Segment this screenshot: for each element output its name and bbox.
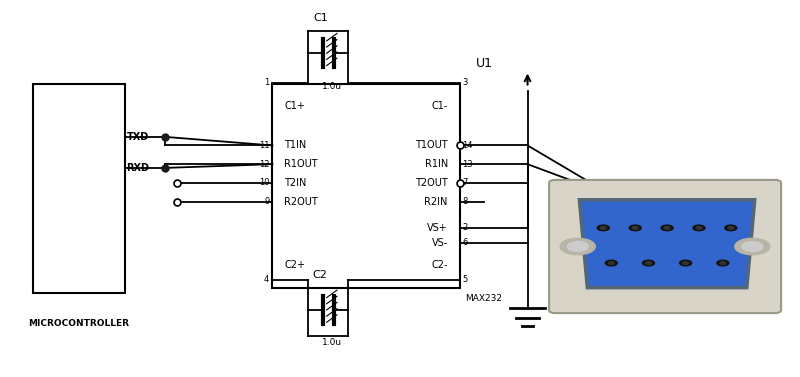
Polygon shape (579, 200, 754, 288)
Circle shape (693, 225, 705, 231)
Text: 7: 7 (462, 178, 467, 187)
Text: T1OUT: T1OUT (415, 141, 448, 150)
Circle shape (664, 227, 670, 229)
Text: 5: 5 (462, 275, 467, 284)
Text: C2+: C2+ (285, 260, 306, 270)
Text: 12: 12 (258, 160, 270, 169)
Circle shape (567, 242, 588, 251)
Circle shape (606, 260, 618, 266)
Bar (273, 84, 460, 288)
Circle shape (717, 260, 729, 266)
Text: R1OUT: R1OUT (285, 159, 318, 169)
Text: C1+: C1+ (285, 101, 306, 111)
Text: R2IN: R2IN (425, 196, 448, 207)
Text: C1-: C1- (431, 101, 448, 111)
Circle shape (632, 227, 638, 229)
Text: R1IN: R1IN (425, 159, 448, 169)
Text: C2-: C2- (431, 260, 448, 270)
Text: R2OUT: R2OUT (285, 196, 318, 207)
Text: 10: 10 (258, 178, 270, 187)
Text: 14: 14 (462, 141, 473, 150)
Text: 13: 13 (462, 160, 473, 169)
Circle shape (608, 262, 614, 264)
Text: VS-: VS- (431, 238, 448, 248)
Text: 6: 6 (462, 238, 467, 247)
Text: 1.0u: 1.0u (322, 82, 342, 90)
Text: U1: U1 (476, 57, 493, 70)
Text: 9: 9 (264, 197, 270, 206)
Text: T2IN: T2IN (285, 178, 306, 188)
Text: MICROCONTROLLER: MICROCONTROLLER (29, 319, 130, 328)
Text: MAX232: MAX232 (466, 294, 502, 303)
Circle shape (720, 262, 726, 264)
Bar (34, 84, 125, 293)
Text: 1: 1 (264, 78, 270, 87)
Circle shape (735, 238, 770, 255)
Text: RXD: RXD (126, 163, 149, 173)
Text: 8: 8 (462, 197, 467, 206)
Text: 3: 3 (462, 78, 467, 87)
Text: 1.0u: 1.0u (322, 339, 342, 347)
Circle shape (680, 260, 692, 266)
Circle shape (598, 225, 610, 231)
Text: 2: 2 (462, 223, 467, 232)
Circle shape (646, 262, 651, 264)
Text: TXD: TXD (126, 132, 149, 142)
Circle shape (560, 238, 595, 255)
Circle shape (600, 227, 606, 229)
Text: C1: C1 (313, 14, 328, 23)
Circle shape (742, 242, 763, 251)
Text: 4: 4 (264, 275, 270, 284)
Text: C2: C2 (313, 270, 328, 280)
Text: T2OUT: T2OUT (415, 178, 448, 188)
Circle shape (642, 260, 654, 266)
Circle shape (661, 225, 673, 231)
Circle shape (728, 227, 734, 229)
Text: VS+: VS+ (427, 223, 448, 233)
Text: T1IN: T1IN (285, 141, 306, 150)
Circle shape (682, 262, 689, 264)
Circle shape (696, 227, 702, 229)
Circle shape (630, 225, 641, 231)
Text: 11: 11 (258, 141, 270, 150)
Circle shape (725, 225, 737, 231)
FancyBboxPatch shape (549, 180, 781, 313)
